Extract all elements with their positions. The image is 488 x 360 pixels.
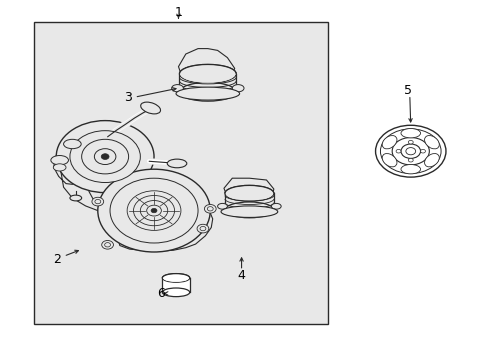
Text: 6: 6 <box>157 287 165 300</box>
Ellipse shape <box>224 185 273 201</box>
Ellipse shape <box>221 206 277 217</box>
Text: 2: 2 <box>53 253 61 266</box>
Ellipse shape <box>271 203 281 209</box>
Ellipse shape <box>101 154 109 159</box>
Ellipse shape <box>92 197 103 206</box>
Bar <box>34 22 327 324</box>
Ellipse shape <box>127 191 181 230</box>
Polygon shape <box>54 153 173 213</box>
Ellipse shape <box>146 205 161 216</box>
Ellipse shape <box>180 65 235 82</box>
Polygon shape <box>224 178 273 193</box>
Ellipse shape <box>400 144 420 158</box>
Text: 5: 5 <box>404 84 411 97</box>
Ellipse shape <box>140 201 167 221</box>
Bar <box>162 278 189 292</box>
Ellipse shape <box>204 204 216 213</box>
Ellipse shape <box>179 64 236 83</box>
Ellipse shape <box>400 165 420 174</box>
Ellipse shape <box>200 226 205 231</box>
Ellipse shape <box>391 138 428 165</box>
Ellipse shape <box>104 243 110 247</box>
Ellipse shape <box>395 149 400 153</box>
Ellipse shape <box>375 125 445 177</box>
Ellipse shape <box>98 169 210 252</box>
Text: 3: 3 <box>124 91 132 104</box>
Ellipse shape <box>162 288 189 297</box>
Ellipse shape <box>382 136 396 149</box>
Ellipse shape <box>225 186 272 201</box>
Ellipse shape <box>102 240 113 249</box>
Ellipse shape <box>163 274 188 282</box>
Ellipse shape <box>133 195 174 226</box>
Bar <box>179 74 236 92</box>
Ellipse shape <box>224 202 273 218</box>
Ellipse shape <box>400 129 420 138</box>
Ellipse shape <box>405 148 415 155</box>
Ellipse shape <box>232 85 244 92</box>
Ellipse shape <box>420 149 425 153</box>
Ellipse shape <box>63 139 81 149</box>
Text: 4: 4 <box>237 269 245 282</box>
Ellipse shape <box>94 149 116 165</box>
Ellipse shape <box>217 203 227 209</box>
Text: 1: 1 <box>174 6 182 19</box>
Ellipse shape <box>162 274 189 282</box>
Ellipse shape <box>179 82 236 101</box>
Ellipse shape <box>207 207 213 211</box>
Ellipse shape <box>56 121 154 193</box>
Ellipse shape <box>51 156 68 165</box>
Ellipse shape <box>382 154 396 167</box>
Ellipse shape <box>53 164 66 171</box>
Ellipse shape <box>171 85 183 92</box>
Bar <box>224 193 273 210</box>
Ellipse shape <box>167 159 186 168</box>
Ellipse shape <box>176 87 239 100</box>
Ellipse shape <box>110 178 198 243</box>
Ellipse shape <box>151 208 157 213</box>
Ellipse shape <box>407 158 412 162</box>
Ellipse shape <box>70 195 81 201</box>
Ellipse shape <box>81 139 128 174</box>
Ellipse shape <box>424 136 438 149</box>
Ellipse shape <box>141 102 160 114</box>
Ellipse shape <box>380 129 440 174</box>
Polygon shape <box>178 49 234 74</box>
Ellipse shape <box>70 131 140 183</box>
Ellipse shape <box>407 140 412 144</box>
Ellipse shape <box>197 224 208 233</box>
Ellipse shape <box>95 199 101 204</box>
Polygon shape <box>89 172 212 251</box>
Ellipse shape <box>424 154 438 167</box>
